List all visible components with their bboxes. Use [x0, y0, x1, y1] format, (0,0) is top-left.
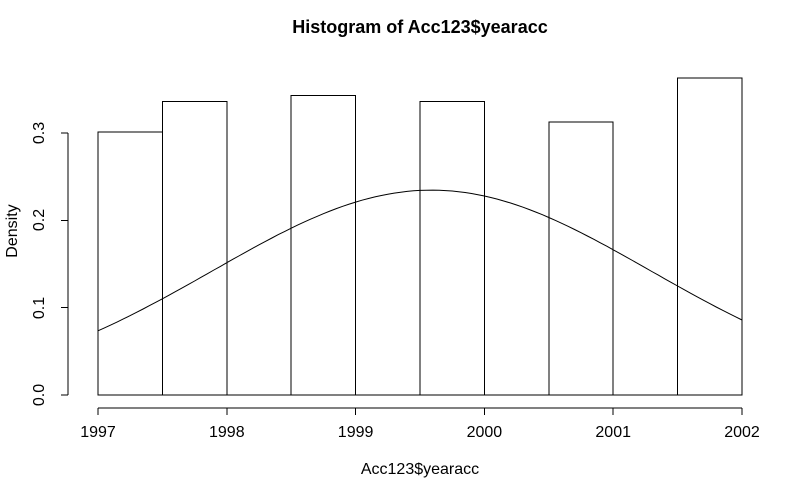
histogram-bar — [97, 131, 163, 396]
histogram-bar — [677, 77, 743, 396]
histogram-bar — [290, 95, 357, 396]
y-tick-label-0.1: 0.1 — [31, 296, 48, 320]
x-tick-label-1997: 1997 — [80, 424, 116, 441]
histogram-bar — [548, 121, 614, 396]
x-tick-label-1999: 1999 — [337, 424, 374, 441]
x-tick-label-1998: 1998 — [209, 424, 245, 441]
y-tick-label-0.3: 0.3 — [31, 121, 48, 145]
y-axis — [61, 132, 69, 396]
x-axis — [97, 407, 743, 415]
plot-title: Histogram of Acc123$yearacc — [292, 17, 548, 37]
y-axis-label: Density — [4, 204, 21, 258]
density-curve — [97, 189, 743, 332]
x-tick-label-2001: 2001 — [595, 424, 631, 441]
histogram-bar — [161, 101, 228, 396]
y-tick-label-0.2: 0.2 — [31, 208, 48, 232]
x-axis-label: Acc123$yearacc — [360, 461, 480, 478]
x-tick-label-2000: 2000 — [466, 424, 503, 441]
y-tick-label-0.0: 0.0 — [31, 383, 48, 407]
histogram-bar — [419, 101, 485, 396]
x-tick-label-2002: 2002 — [724, 424, 760, 441]
